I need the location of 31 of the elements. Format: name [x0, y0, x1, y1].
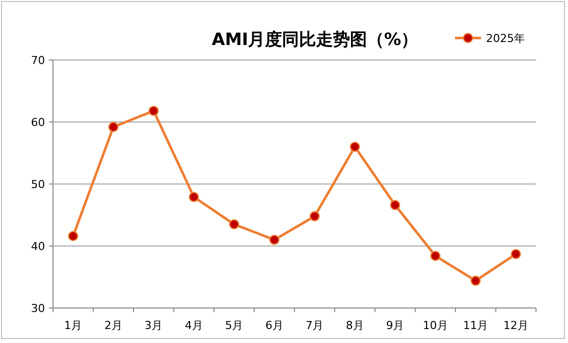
- y-tick-label: 60: [31, 116, 45, 129]
- point: [310, 211, 320, 222]
- point: [350, 142, 360, 152]
- point: [148, 106, 159, 116]
- point: [510, 248, 521, 260]
- x-tick-label: 10月: [422, 319, 448, 332]
- point: [269, 234, 280, 245]
- y-tick-label: 30: [31, 302, 45, 315]
- y-tick-label: 40: [31, 240, 45, 253]
- point: [470, 276, 481, 286]
- x-tick-label: 7月: [306, 319, 324, 332]
- x-tick-label: 8月: [346, 319, 364, 332]
- point: [430, 250, 440, 262]
- point: [390, 200, 400, 210]
- point: [188, 192, 199, 202]
- y-tick-label: 70: [31, 54, 45, 67]
- legend-label: 2025年: [486, 32, 525, 45]
- x-tick-label: 6月: [265, 319, 284, 332]
- x-tick-label: 11月: [463, 319, 488, 332]
- point: [108, 122, 118, 132]
- x-tick-label: 2月: [104, 319, 122, 332]
- x-tick-label: 12月: [503, 319, 528, 332]
- y-tick-label: 50: [31, 178, 45, 191]
- x-tick-label: 1月: [64, 319, 82, 332]
- x-tick-label: 4月: [184, 319, 203, 332]
- x-tick-label: 9月: [386, 319, 404, 332]
- x-tick-label: 3月: [144, 319, 163, 332]
- point: [229, 219, 240, 230]
- point: [68, 230, 78, 242]
- chart-title: AMI月度同比走势图（%）: [212, 30, 418, 50]
- x-tick-label: 5月: [225, 319, 244, 332]
